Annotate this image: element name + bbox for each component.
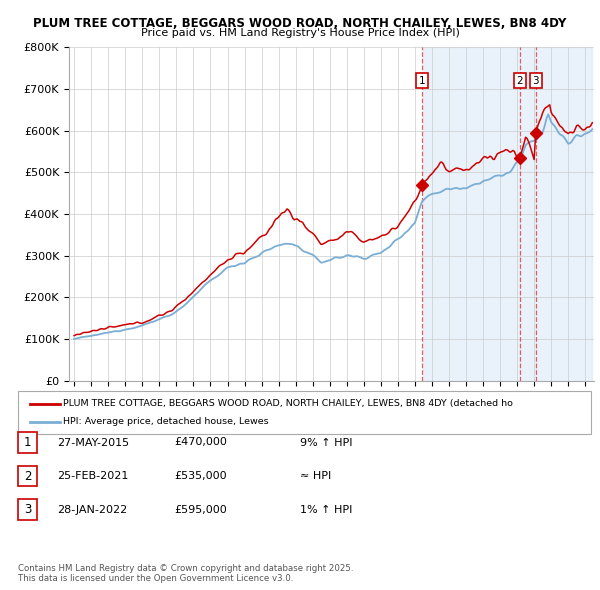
Text: £535,000: £535,000 [174, 471, 227, 481]
Text: ≈ HPI: ≈ HPI [300, 471, 331, 481]
Text: 3: 3 [24, 503, 31, 516]
Text: £595,000: £595,000 [174, 505, 227, 514]
Text: Contains HM Land Registry data © Crown copyright and database right 2025.
This d: Contains HM Land Registry data © Crown c… [18, 563, 353, 583]
Text: 9% ↑ HPI: 9% ↑ HPI [300, 438, 353, 447]
Text: PLUM TREE COTTAGE, BEGGARS WOOD ROAD, NORTH CHAILEY, LEWES, BN8 4DY (detached ho: PLUM TREE COTTAGE, BEGGARS WOOD ROAD, NO… [63, 399, 513, 408]
Text: 1: 1 [419, 76, 425, 86]
Text: 1: 1 [24, 436, 31, 449]
Text: 27-MAY-2015: 27-MAY-2015 [57, 438, 129, 447]
Text: 2: 2 [517, 76, 523, 86]
Text: Price paid vs. HM Land Registry's House Price Index (HPI): Price paid vs. HM Land Registry's House … [140, 28, 460, 38]
Text: 25-FEB-2021: 25-FEB-2021 [57, 471, 128, 481]
Text: 1% ↑ HPI: 1% ↑ HPI [300, 505, 352, 514]
Text: £470,000: £470,000 [174, 438, 227, 447]
Text: 28-JAN-2022: 28-JAN-2022 [57, 505, 127, 514]
Text: HPI: Average price, detached house, Lewes: HPI: Average price, detached house, Lewe… [63, 417, 269, 426]
Text: 3: 3 [532, 76, 539, 86]
Text: 2: 2 [24, 470, 31, 483]
Text: PLUM TREE COTTAGE, BEGGARS WOOD ROAD, NORTH CHAILEY, LEWES, BN8 4DY: PLUM TREE COTTAGE, BEGGARS WOOD ROAD, NO… [34, 17, 566, 30]
